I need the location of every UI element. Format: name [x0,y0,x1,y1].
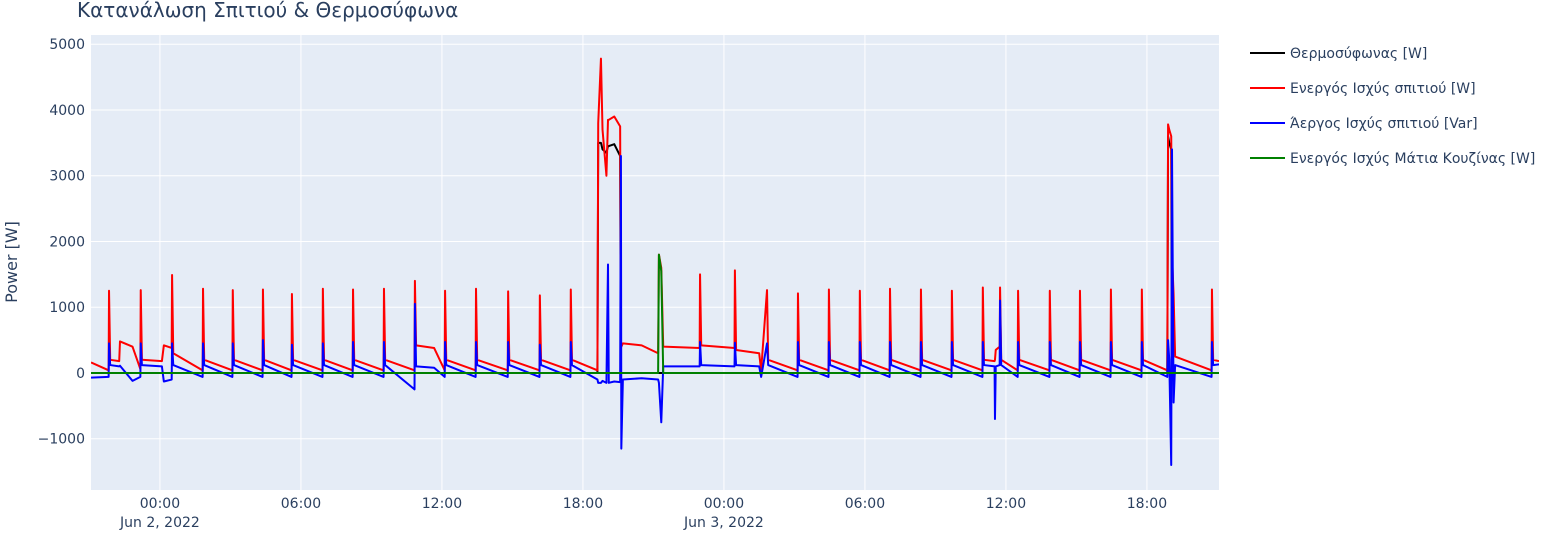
x-tick-label: 18:00 [563,496,603,512]
grid: −1000 0 1000 2000 3000 4000 5000 00:00 Jun 2, 20… [38,35,1219,531]
x-tick-label: 12:00 [422,496,462,512]
plot-area [91,35,1219,490]
y-axis-label: Power [W] [2,221,21,303]
legend-label: Άεργος Ισχύς σπιτιού [Var] [1290,116,1478,132]
x-tick-label: 00:00 Jun 2, 2022 [119,496,200,531]
x-tick-label: 06:00 [845,496,885,512]
legend-label: Θερμοσύφωνας [W] [1290,46,1427,62]
y-tick-label: 5000 [49,37,85,53]
x-tick-label: 06:00 [281,496,321,512]
legend: Θερμοσύφωνας [W] Ενεργός Ισχύς σπιτιού [W… [1250,46,1535,167]
chart-title: Κατανάλωση Σπιτιού & Θερμοσύφωνα [77,0,458,22]
y-tick-label: 4000 [49,103,85,119]
legend-label: Ενεργός Ισχύς Μάτια Κουζίνας [W] [1290,151,1535,167]
series-line [91,253,1219,374]
y-tick-label: 0 [76,366,85,382]
y-tick-label: 2000 [49,234,85,250]
x-tick-label: 12:00 [986,496,1026,512]
legend-label: Ενεργός Ισχύς σπιτιού [W] [1290,81,1476,97]
y-tick-label: 3000 [49,169,85,185]
y-tick-label: 1000 [49,300,85,316]
y-tick-label: −1000 [38,432,85,448]
series-line [91,57,1219,372]
x-tick-label: 18:00 [1127,496,1167,512]
lines [91,57,1219,467]
x-tick-label: 00:00 Jun 3, 2022 [683,496,764,531]
